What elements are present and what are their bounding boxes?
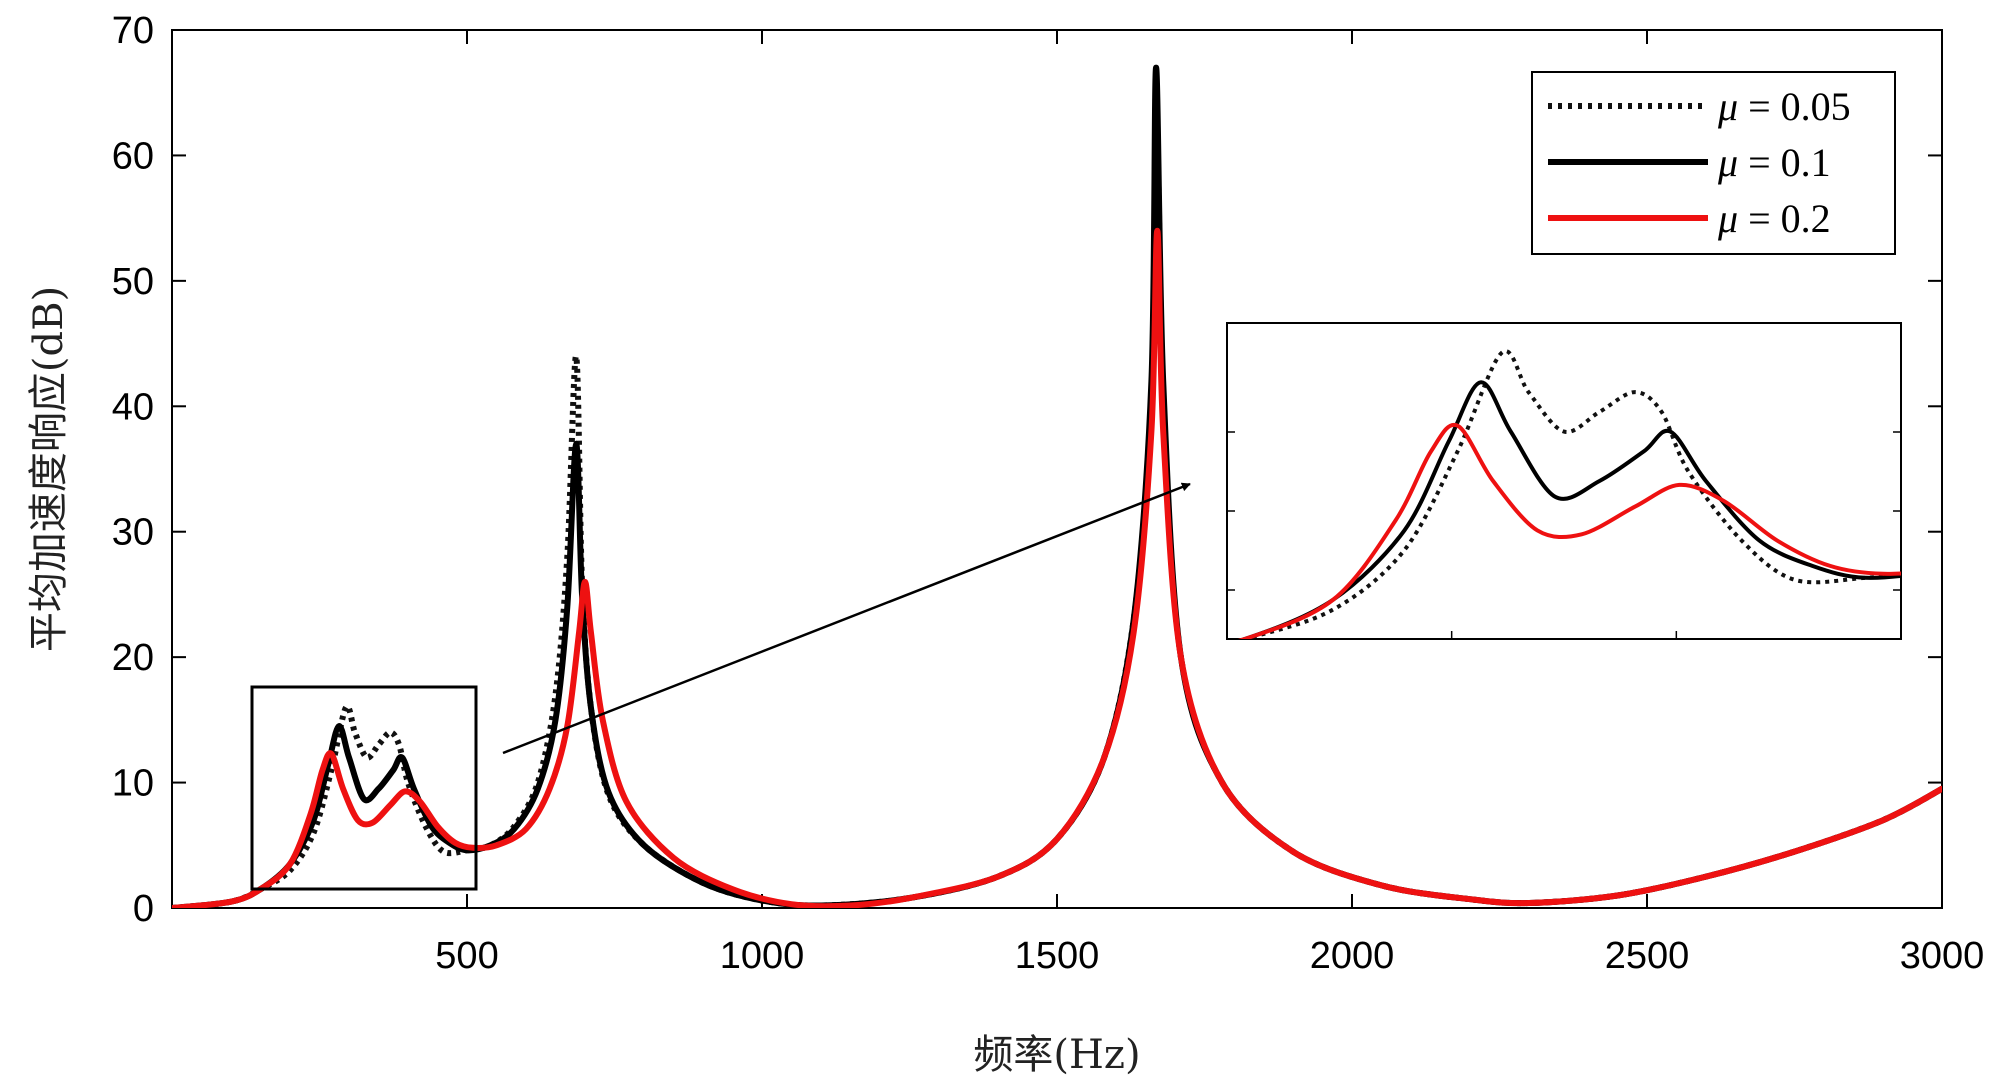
- y-tick-label: 40: [112, 386, 154, 428]
- inset-series-line-1: [1237, 380, 1901, 639]
- inset-plot-area: [1226, 322, 1902, 640]
- y-tick-label: 10: [112, 763, 154, 805]
- y-tick-label: 70: [112, 10, 154, 52]
- y-tick-label: 50: [112, 261, 154, 303]
- legend-label-0: μ = 0.05: [1717, 84, 1851, 129]
- y-tick-label: 0: [133, 888, 154, 930]
- y-axis-label: 平均加速度响应(dB): [26, 286, 72, 652]
- x-axis-ticks: 500 1000 1500 2000 2500 3000: [435, 30, 1984, 977]
- x-tick-label: 500: [435, 935, 498, 977]
- legend-label-1: μ = 0.1: [1717, 140, 1831, 185]
- x-tick-label: 2000: [1310, 935, 1395, 977]
- x-axis-label: 频率(Hz): [973, 1032, 1140, 1078]
- zoom-region-box: [250, 685, 478, 891]
- inset-ticks: [1227, 431, 1901, 639]
- series-layer: [172, 64, 1942, 908]
- zoom-arrow: [502, 482, 1191, 755]
- inset-series-layer: [1236, 349, 1901, 639]
- series-line-2: [172, 227, 1942, 908]
- x-tick-label: 1000: [720, 935, 805, 977]
- y-axis-ticks: 0 10 20 30 40 50 60 70: [112, 10, 1942, 930]
- x-tick-label: 1500: [1015, 935, 1100, 977]
- y-tick-label: 60: [112, 135, 154, 177]
- x-tick-label: 3000: [1900, 935, 1985, 977]
- inset-series-line-2: [1237, 422, 1901, 639]
- legend: μ = 0.05 μ = 0.1 μ = 0.2: [1531, 71, 1896, 255]
- legend-label-2: μ = 0.2: [1717, 196, 1831, 241]
- y-tick-label: 20: [112, 637, 154, 679]
- x-tick-label: 2500: [1605, 935, 1690, 977]
- y-tick-label: 30: [112, 512, 154, 554]
- inset-series-line-0: [1236, 349, 1901, 639]
